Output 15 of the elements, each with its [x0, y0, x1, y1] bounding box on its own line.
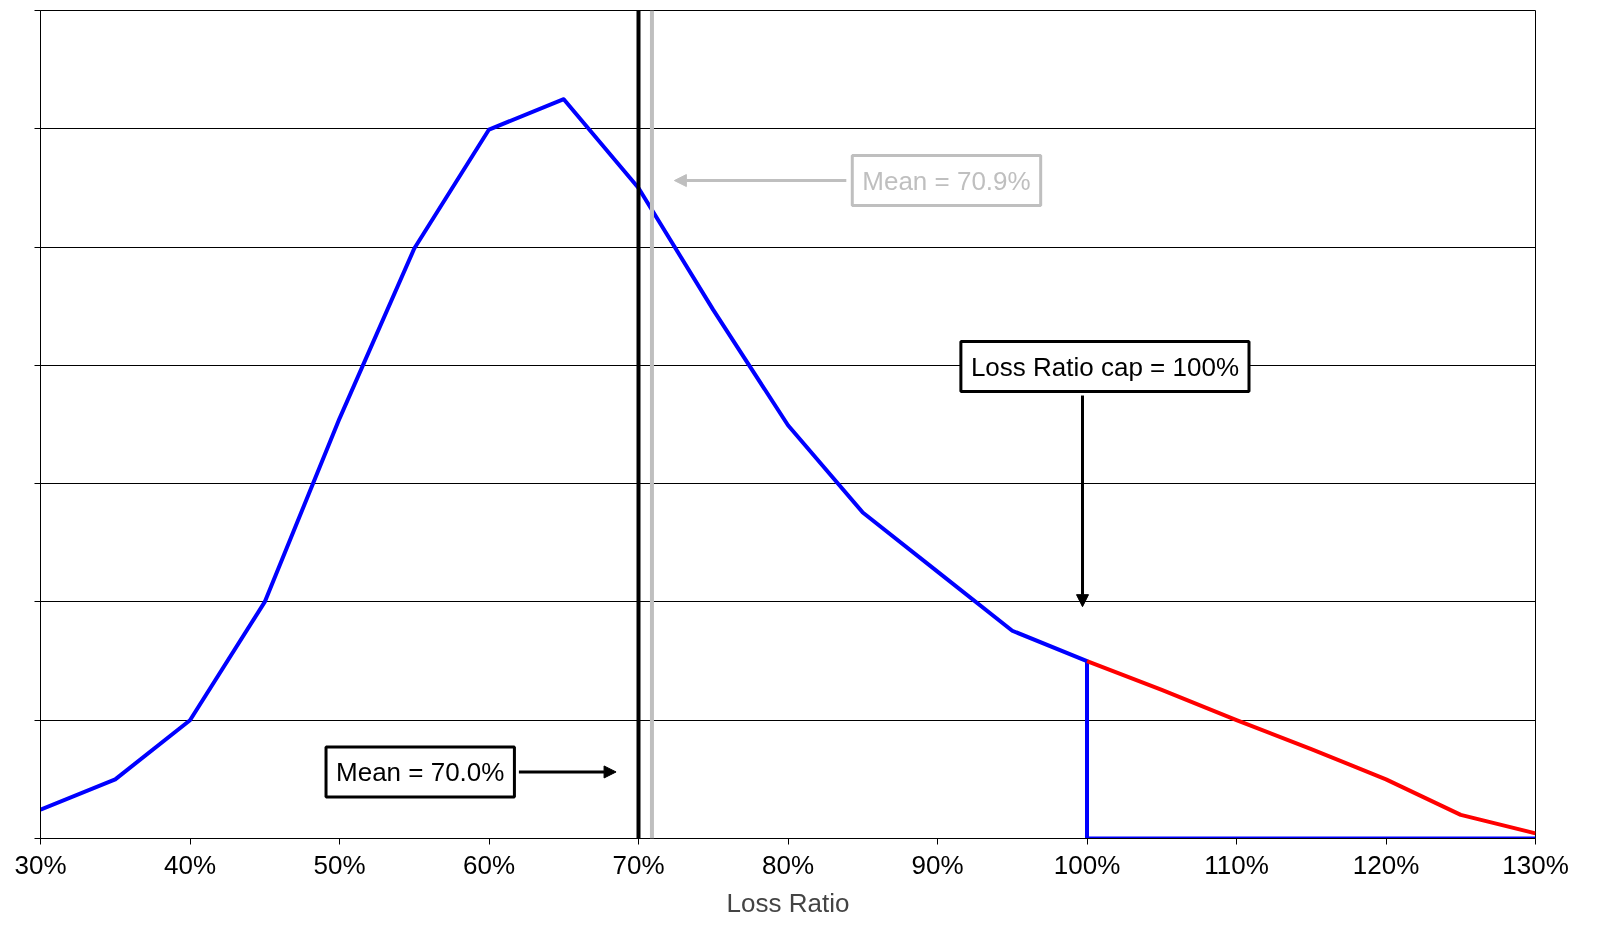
x-tick-label: 100% [1053, 849, 1121, 880]
annotation: Loss Ratio cap = 100% [970, 351, 1240, 382]
x-tick-label: 40% [163, 849, 217, 880]
ref-line-label: Mean = 70.9% [862, 165, 1031, 196]
x-tick-label: 50% [313, 849, 366, 880]
x-tick-label: 70% [612, 849, 665, 880]
x-tick-label: 110% [1204, 849, 1269, 880]
x-tick-label: 60% [462, 849, 516, 880]
x-tick-label: 90% [911, 849, 964, 880]
x-tick-label: 120% [1352, 849, 1420, 880]
x-tick-label: 130% [1502, 849, 1569, 880]
x-axis-title: Loss Ratio [726, 887, 850, 918]
x-tick-label: 80% [761, 849, 815, 880]
x-tick-label: 30% [14, 849, 67, 880]
ref-line-label: Mean = 70.0% [336, 756, 505, 787]
